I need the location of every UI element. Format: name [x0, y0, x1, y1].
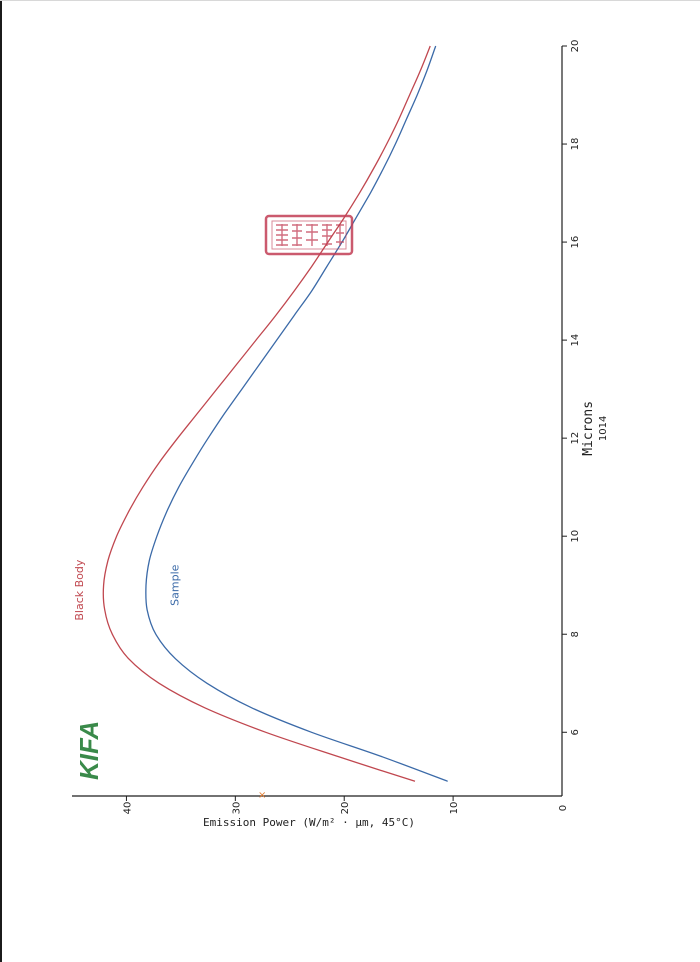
x-tick-label: 20 [570, 40, 581, 53]
x-tick-label: 12 [570, 432, 581, 445]
y-tick-label: 10 [449, 802, 460, 815]
x-tick-label: 18 [570, 138, 581, 151]
y-tick-label: 20 [340, 802, 351, 815]
series-line-sample [145, 45, 448, 782]
series-label-sample: Sample [169, 564, 182, 605]
scan-border-edge [0, 0, 2, 962]
y-axis-title: Emission Power (W/m² · μm, 45°C) [203, 816, 415, 829]
kifa-logo: KIFA [74, 721, 104, 780]
scan-border-top [0, 0, 700, 1]
y-tick-label: 0 [558, 805, 569, 811]
series-line-black-body [102, 45, 431, 782]
x-tick-label: 10 [570, 530, 581, 543]
y-tick-label: 30 [231, 802, 242, 815]
x-tick-label: 8 [570, 631, 581, 637]
figure-code: 1014 [598, 416, 609, 441]
scan-mark: × [258, 790, 266, 801]
x-axis-title: Microns [581, 401, 596, 456]
inspection-stamp [264, 214, 354, 256]
x-tick-label: 6 [570, 729, 581, 735]
y-tick-label: 40 [122, 802, 133, 815]
x-tick-label: 16 [570, 236, 581, 249]
x-tick-label: 14 [570, 334, 581, 347]
series-label-black-body: Black Body [73, 559, 86, 621]
